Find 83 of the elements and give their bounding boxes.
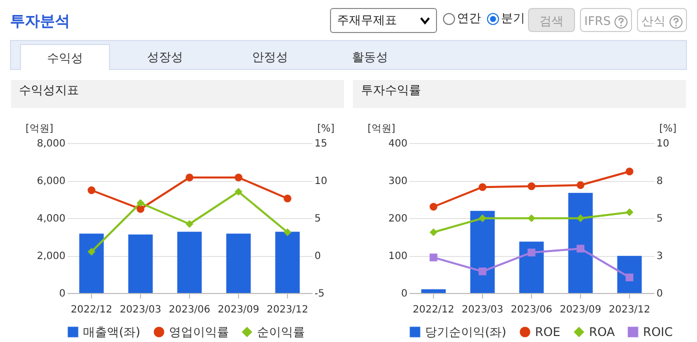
y-tick-label: 4,000: [36, 214, 66, 224]
point: [430, 202, 438, 211]
point: [626, 168, 634, 176]
y2-tick-label: 8: [656, 176, 663, 187]
y-tick-label: 0: [401, 288, 408, 300]
point: [626, 208, 634, 216]
x-tick-label: 2022/12: [412, 304, 454, 316]
chart-title: 투자수익률: [361, 83, 421, 97]
y-tick-label: 2,000: [36, 251, 66, 262]
point: [88, 186, 96, 194]
x-tick-label: 2023/12: [608, 304, 650, 316]
point: [576, 214, 584, 222]
point: [430, 254, 438, 262]
point: [528, 182, 536, 190]
x-tick-label: 2023/09: [218, 304, 260, 316]
y2-tick-label: 3: [656, 251, 663, 262]
y2-tick-label: 10: [656, 138, 670, 150]
x-tick-label: 2022/12: [70, 304, 112, 316]
legend-label: ROE: [535, 325, 560, 339]
tab[interactable]: 활동성: [325, 44, 415, 70]
y2-tick-label: 0: [656, 288, 663, 300]
x-tick-label: 2023/06: [510, 304, 552, 316]
point: [136, 199, 144, 207]
legend-label: ROA: [589, 325, 616, 339]
point: [234, 174, 242, 182]
y-axis-title: [억원]: [368, 124, 396, 134]
point: [284, 228, 292, 236]
text: IFRS: [584, 14, 611, 28]
x-tick-label: 2023/03: [462, 304, 504, 316]
legend-label: 순이익률: [257, 325, 305, 339]
bar: [470, 210, 495, 293]
point: [136, 205, 144, 213]
legend-label: 매출액(좌): [83, 325, 140, 339]
tab[interactable]: 수익성: [20, 44, 110, 70]
y-tick-label: 300: [388, 176, 408, 187]
point: [478, 183, 486, 191]
y-tick-label: 200: [388, 214, 408, 224]
y2-tick-label: 0: [314, 251, 321, 262]
legend-label: 영업이익률: [169, 325, 229, 339]
legend-label: ROIC: [643, 325, 673, 339]
point: [478, 268, 486, 276]
x-tick-label: 2023/03: [120, 304, 162, 316]
y2-axis-title: [%]: [317, 124, 335, 134]
y-axis-title: [억원]: [26, 124, 54, 134]
tab[interactable]: 성장성: [120, 44, 210, 70]
point: [88, 248, 96, 256]
point: [186, 174, 194, 182]
y2-tick-label: 10: [314, 176, 328, 187]
legend-label: 당기순이익(좌): [425, 325, 506, 339]
y2-tick-label: 15: [314, 138, 328, 150]
y2-tick-label: 5: [314, 214, 321, 224]
bar: [519, 242, 544, 293]
dropdown-field[interactable]: 주재무제표: [330, 8, 437, 33]
point: [576, 244, 584, 252]
x-tick-label: 2023/06: [168, 304, 210, 316]
point: [478, 214, 486, 222]
bar: [568, 192, 593, 293]
point: [576, 181, 584, 190]
y2-axis-title: [%]: [659, 124, 677, 134]
bar: [421, 289, 446, 293]
point: [626, 274, 634, 282]
point: [528, 214, 536, 222]
text: 투자분석: [10, 12, 70, 31]
tab[interactable]: 안정성: [225, 44, 315, 70]
point: [284, 194, 292, 202]
text: 연간: [457, 10, 481, 27]
x-tick-label: 2023/09: [560, 304, 602, 316]
y-tick-label: 6,000: [36, 176, 66, 187]
y2-tick-label: 5: [656, 214, 663, 224]
y2-tick-label: -5: [314, 288, 324, 300]
chart-title: 수익성지표: [19, 83, 79, 97]
bar: [617, 256, 642, 293]
point: [528, 248, 536, 256]
y-tick-label: 0: [59, 288, 66, 300]
point: [430, 228, 438, 236]
point: [186, 220, 194, 228]
y-tick-label: 8,000: [36, 138, 66, 150]
x-tick-label: 2023/12: [266, 304, 308, 316]
text: 분기: [501, 10, 525, 27]
y-tick-label: 100: [388, 251, 408, 262]
point: [234, 188, 242, 196]
text: 산식: [642, 14, 666, 28]
y-tick-label: 400: [388, 138, 408, 150]
